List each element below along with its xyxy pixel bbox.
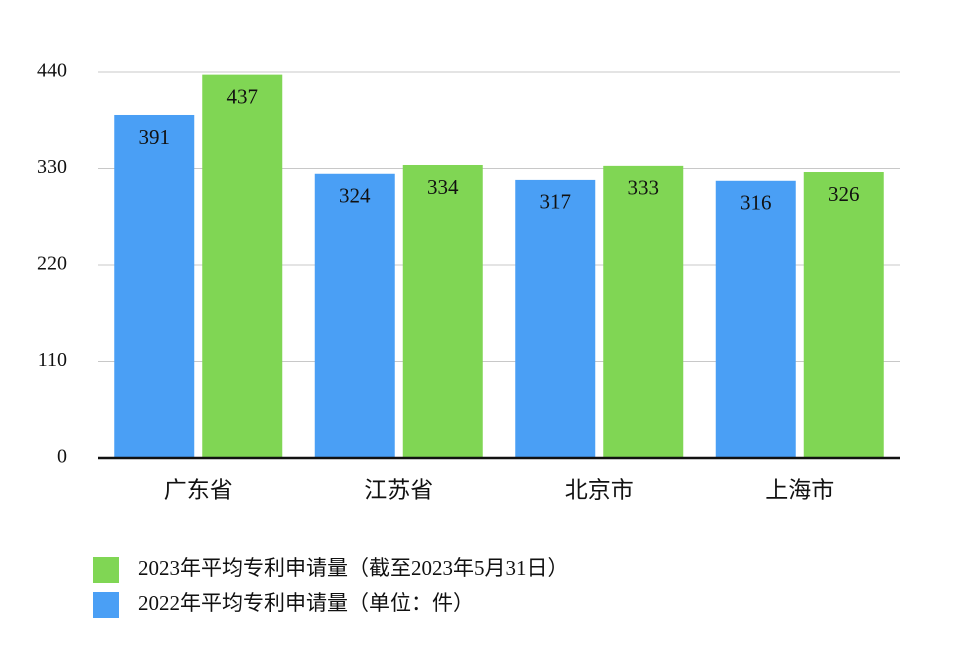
- value-label: 334: [427, 175, 459, 199]
- bar: [603, 165, 684, 459]
- bar: [715, 180, 796, 459]
- y-tick-label: 330: [37, 156, 67, 178]
- y-tick-label: 440: [37, 60, 67, 82]
- value-label: 326: [828, 182, 860, 206]
- value-label: 333: [628, 176, 660, 200]
- bar: [803, 172, 884, 458]
- x-tick-label: 广东省: [164, 477, 233, 502]
- bar: [515, 179, 596, 458]
- legend-swatch: [93, 557, 119, 583]
- y-tick-label: 110: [38, 349, 67, 371]
- value-label: 317: [540, 190, 572, 214]
- value-label: 324: [339, 184, 371, 208]
- legend-swatch: [93, 592, 119, 618]
- value-label: 391: [139, 125, 171, 149]
- bar: [202, 74, 283, 458]
- bar: [402, 164, 483, 458]
- x-tick-label: 上海市: [765, 477, 834, 502]
- x-tick-label: 北京市: [565, 477, 634, 502]
- bar: [314, 173, 395, 458]
- legend-label: 2023年平均专利申请量（截至2023年5月31日）: [138, 556, 569, 580]
- y-tick-label: 220: [37, 253, 67, 275]
- value-label: 316: [740, 191, 772, 215]
- y-tick-label: 0: [57, 446, 67, 468]
- legend-label: 2022年平均专利申请量（单位：件）: [138, 591, 474, 615]
- bar: [114, 114, 195, 459]
- value-label: 437: [227, 84, 259, 108]
- x-tick-label: 江苏省: [364, 477, 433, 502]
